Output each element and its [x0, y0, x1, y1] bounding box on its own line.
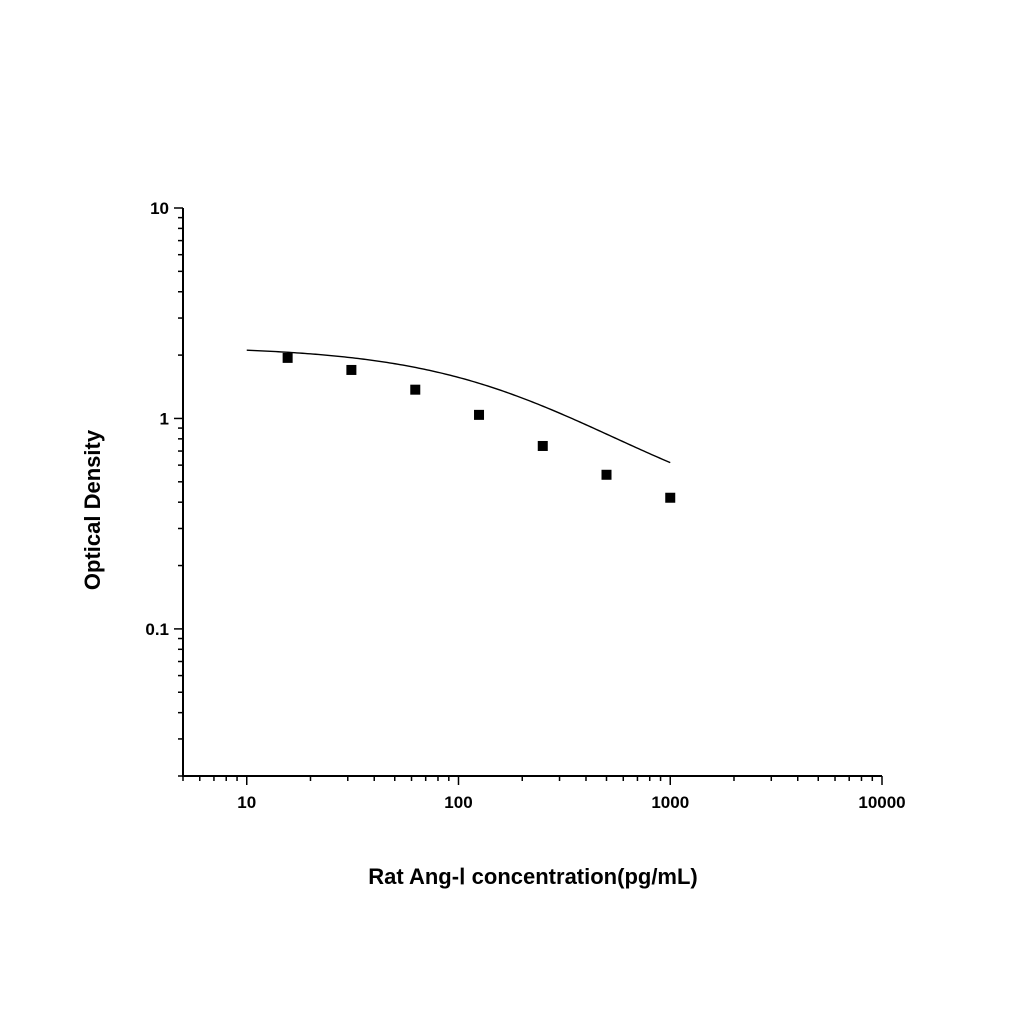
- data-points: [282, 352, 676, 503]
- y-tick-label: 0.1: [145, 620, 169, 639]
- fit-curve: [246, 349, 671, 464]
- y-tick-label: 10: [150, 199, 169, 218]
- data-point: [282, 352, 293, 363]
- x-tick-label: 1000: [651, 793, 689, 812]
- x-axis-title: Rat Ang-Ⅰ concentration(pg/mL): [368, 864, 698, 889]
- data-point: [410, 384, 421, 395]
- data-point: [346, 364, 357, 375]
- x-tick-label: 10: [237, 793, 256, 812]
- data-point: [537, 440, 548, 451]
- x-tick-label: 10000: [858, 793, 905, 812]
- x-tick-label: 100: [444, 793, 472, 812]
- y-axis-title: Optical Density: [80, 429, 105, 590]
- ticks: [174, 207, 883, 785]
- y-tick-label: 1: [160, 409, 169, 428]
- data-point: [665, 492, 676, 503]
- data-point: [601, 469, 612, 480]
- axes: [182, 208, 882, 777]
- data-point: [474, 409, 485, 420]
- tick-labels: 10 100 1000 10000 0.1 1 10: [145, 199, 905, 812]
